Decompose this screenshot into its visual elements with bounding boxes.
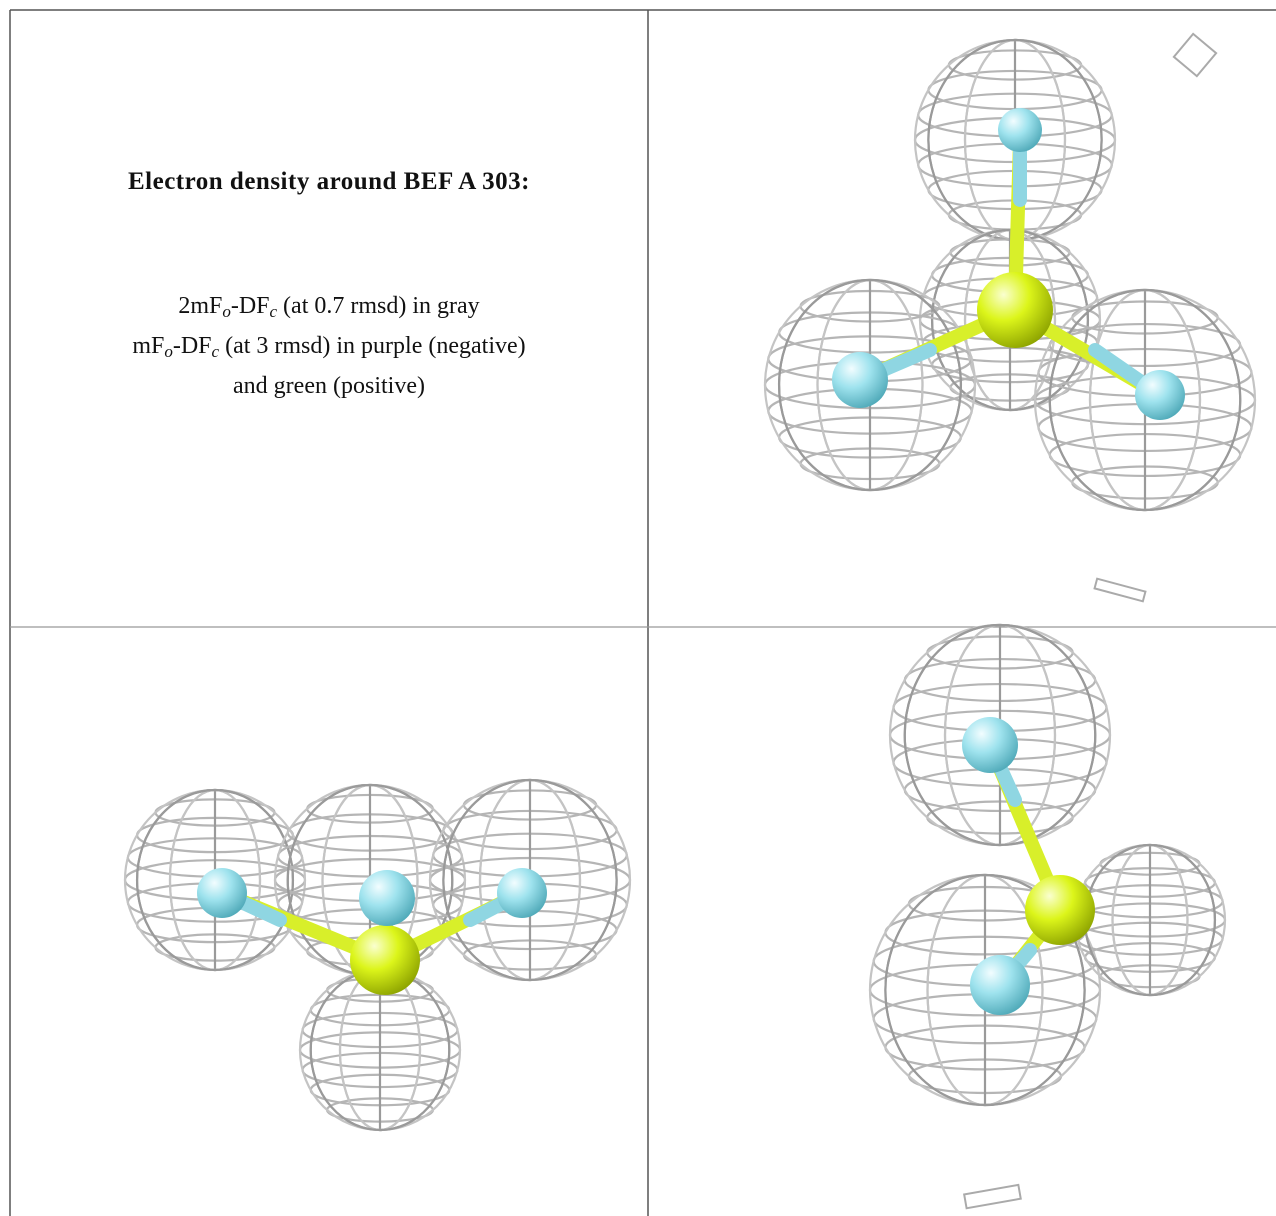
mesh-ring <box>135 788 295 972</box>
atom <box>977 272 1053 348</box>
atom <box>197 868 247 918</box>
mesh-ring <box>930 228 1090 412</box>
mesh-fragment <box>1093 577 1147 603</box>
text: mF <box>132 333 165 359</box>
mesh-ring <box>1048 288 1242 512</box>
subscript: c <box>269 302 278 321</box>
mesh-ring <box>903 623 1097 847</box>
subscript: c <box>211 342 220 361</box>
mesh-fragment <box>963 1183 1022 1210</box>
mesh-ring <box>777 278 963 492</box>
text: -DF <box>230 293 270 319</box>
atom <box>832 352 888 408</box>
mesh-ring <box>442 778 618 982</box>
legend-line: 2mFo-DFc (at 0.7 rmsd) in gray <box>10 293 648 322</box>
atom <box>1025 875 1095 945</box>
atom <box>350 925 420 995</box>
text: (at 0.7 rmsd) in gray <box>277 293 480 319</box>
subscript: o <box>164 342 173 361</box>
legend-title: Electron density around BEF A 303: <box>127 168 530 195</box>
atom <box>962 717 1018 773</box>
atom <box>970 955 1030 1015</box>
mesh-ring <box>884 873 1086 1107</box>
atom <box>359 870 415 926</box>
text: (at 3 rmsd) in purple (negative) <box>219 333 526 359</box>
mesh-fragment <box>1172 32 1218 78</box>
atom <box>497 868 547 918</box>
subscript: o <box>222 302 231 321</box>
text: 2mF <box>178 293 223 319</box>
atom <box>998 108 1042 152</box>
legend-line: mFo-DFc (at 3 rmsd) in purple (negative) <box>10 333 648 362</box>
text: -DF <box>172 333 212 359</box>
text: and green (positive) <box>233 373 425 399</box>
atom <box>1135 370 1185 420</box>
legend-line: and green (positive) <box>10 373 648 400</box>
